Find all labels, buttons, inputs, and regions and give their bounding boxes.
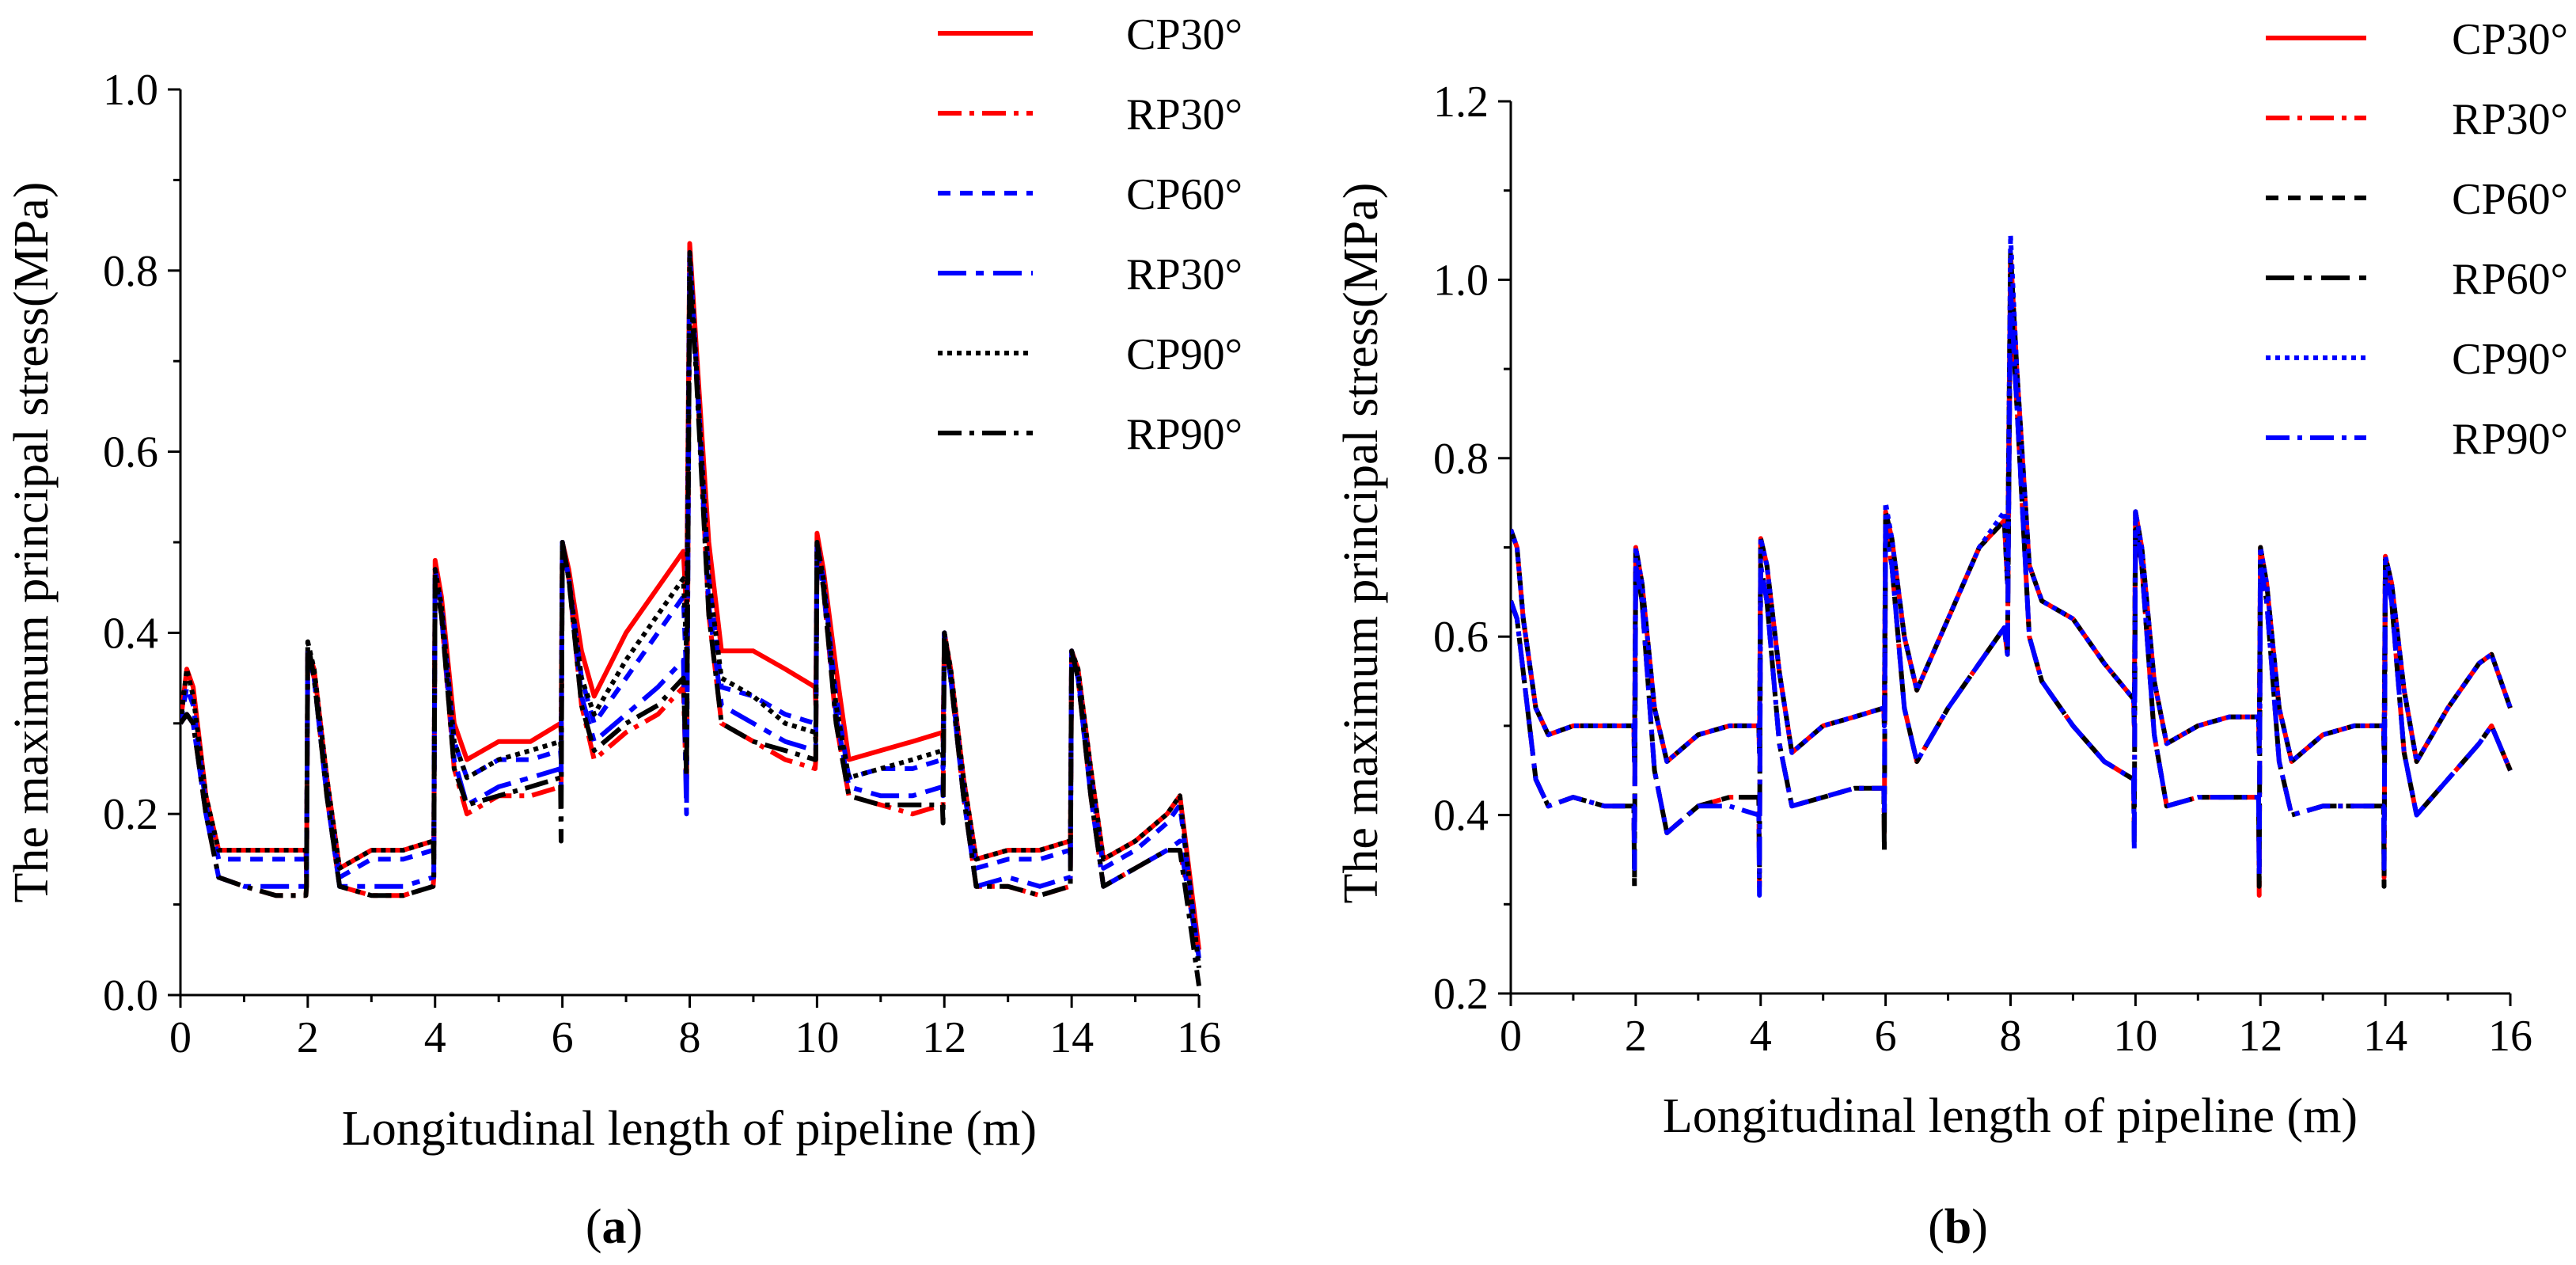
caption-open-a: ( (586, 1200, 602, 1254)
legend-label-b-2: CP60° (2452, 175, 2568, 224)
y-tick-label-a: 0.6 (103, 428, 158, 477)
y-tick-label-b: 0.4 (1433, 792, 1489, 841)
legend-label-a-3: RP30° (1126, 250, 1242, 299)
x-axis-title-b: Longitudinal length of pipeline (m) (1663, 1089, 2358, 1143)
panel-caption-b: (b) (1928, 1200, 1988, 1254)
legend-label-a-0: CP30° (1126, 10, 1242, 59)
x-tick-label-b: 4 (1750, 1012, 1772, 1061)
y-tick-label-a: 0.4 (103, 609, 158, 658)
legend-label-b-1: RP30° (2452, 95, 2568, 144)
x-tick-label-b: 14 (2363, 1012, 2407, 1061)
caption-close-a: ) (627, 1200, 643, 1254)
y-tick-label-b: 1.2 (1433, 78, 1489, 127)
legend-label-b-0: CP30° (2452, 15, 2568, 64)
x-tick-label-a: 16 (1177, 1013, 1221, 1062)
x-tick-label-b: 0 (1500, 1012, 1522, 1061)
panel-caption-a: (a) (586, 1200, 643, 1254)
series-line-b-5 (1511, 286, 2513, 898)
x-tick-label-a: 6 (552, 1013, 574, 1062)
x-tick-label-a: 12 (922, 1013, 966, 1062)
x-axis-title-a: Longitudinal length of pipeline (m) (342, 1102, 1037, 1156)
x-tick-label-b: 2 (1625, 1012, 1647, 1061)
caption-open-b: ( (1928, 1200, 1944, 1254)
y-tick-label-b: 1.0 (1433, 256, 1489, 305)
caption-close-b: ) (1971, 1200, 1988, 1254)
y-axis-title-b: The maximum principal stress(MPa) (1334, 183, 1388, 904)
x-tick-label-b: 6 (1875, 1012, 1897, 1061)
legend-label-a-2: CP60° (1126, 170, 1242, 219)
y-tick-label-a: 0.8 (103, 247, 158, 296)
y-axis-title-a: The maximum principal stress(MPa) (5, 182, 59, 903)
y-tick-label-a: 1.0 (103, 66, 158, 115)
legend-label-a-5: RP90° (1126, 410, 1242, 459)
legend-label-b-3: RP60° (2452, 255, 2568, 304)
caption-letter-a: a (602, 1200, 627, 1254)
caption-letter-b: b (1944, 1200, 1971, 1254)
series-line-a-5 (180, 277, 1201, 987)
x-tick-label-a: 8 (679, 1013, 701, 1062)
legend-label-b-5: RP90° (2452, 415, 2568, 464)
legend-label-a-4: CP90° (1126, 330, 1242, 379)
y-tick-label-a: 0.2 (103, 790, 158, 839)
legend-label-a-1: RP30° (1126, 90, 1242, 139)
chart-panel-a: 0 2 4 6 8 10 12 14 16 0.0 0.2 0.4 0.6 0.8 1.0 Longitudi… (5, 10, 1242, 1254)
x-tick-label-a: 14 (1049, 1013, 1094, 1062)
x-tick-label-b: 10 (2113, 1012, 2157, 1061)
y-tick-label-b: 0.6 (1433, 613, 1489, 662)
legend-label-b-4: CP90° (2452, 335, 2568, 384)
x-tick-label-a: 4 (424, 1013, 446, 1062)
x-tick-label-b: 12 (2238, 1012, 2282, 1061)
x-tick-label-a: 2 (297, 1013, 319, 1062)
y-tick-label-a: 0.0 (103, 971, 158, 1020)
x-tick-label-b: 16 (2488, 1012, 2532, 1061)
x-tick-label-a: 10 (795, 1013, 839, 1062)
chart-panel-b: 0 2 4 6 8 10 12 14 16 0.2 0.4 0.6 0.8 1.0 1.2 Longitudi… (1334, 15, 2568, 1254)
x-tick-label-a: 0 (169, 1013, 192, 1062)
y-tick-label-b: 0.8 (1433, 435, 1489, 484)
x-tick-label-b: 8 (2000, 1012, 2022, 1061)
y-tick-label-b: 0.2 (1433, 970, 1489, 1019)
